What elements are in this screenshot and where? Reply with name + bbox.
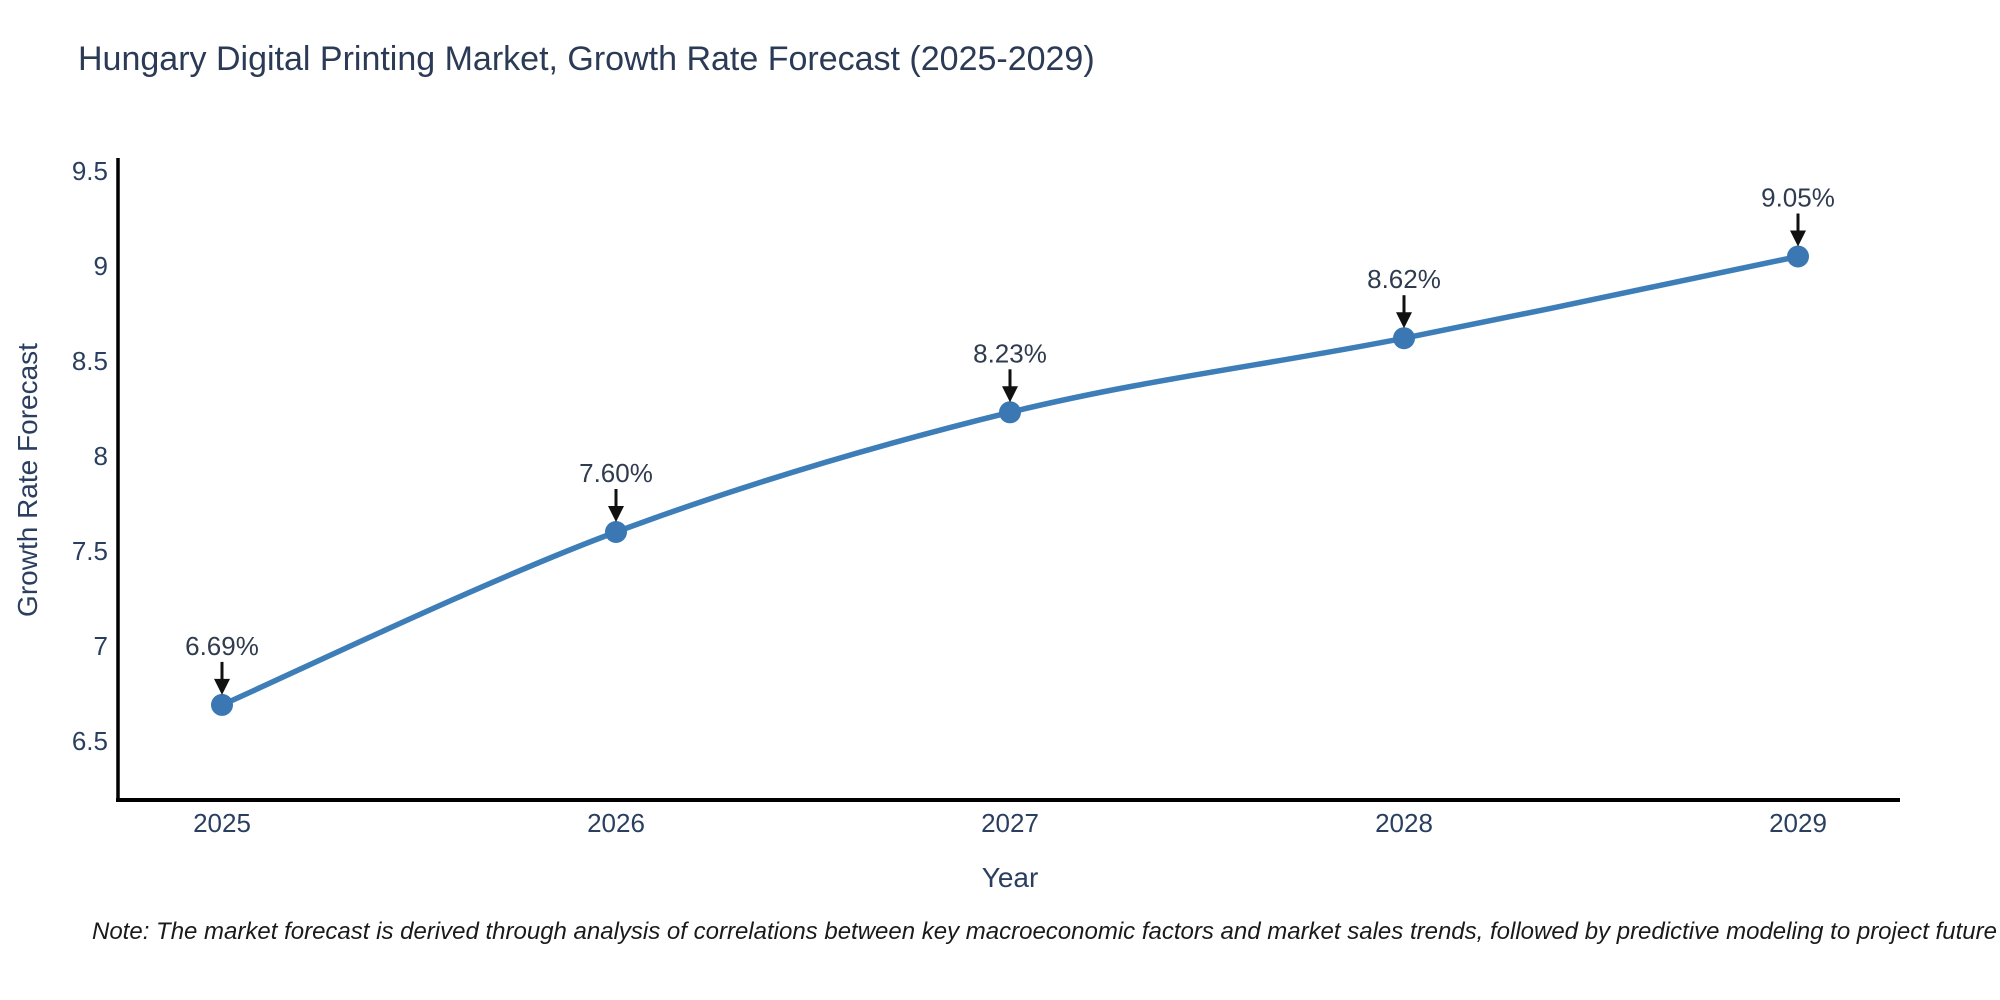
annotation-arrowhead-icon <box>214 678 230 695</box>
annotation-arrowhead-icon <box>608 506 624 522</box>
data-point-marker <box>999 401 1021 424</box>
data-point-marker <box>605 521 627 543</box>
data-point-annotation: 8.23% <box>973 338 1047 368</box>
annotation-arrowhead-icon <box>1396 312 1412 329</box>
data-point-marker <box>211 693 233 716</box>
series-line <box>219 253 1801 708</box>
y-tick-label: 6.5 <box>72 726 108 756</box>
x-tick-label: 2029 <box>1769 808 1827 838</box>
y-axis-title: Growth Rate Forecast <box>12 343 43 617</box>
data-point-annotation: 6.69% <box>185 631 259 661</box>
chart-footnote: Note: The market forecast is derived thr… <box>92 918 2000 945</box>
data-point-annotation: 8.62% <box>1367 264 1441 294</box>
y-tick-label: 8 <box>94 441 108 471</box>
annotation-arrowhead-icon <box>1790 230 1806 247</box>
data-point-marker <box>1393 327 1415 350</box>
x-tick-label: 2027 <box>981 808 1039 838</box>
y-tick-label: 9 <box>94 251 108 281</box>
y-tick-label: 9.5 <box>72 156 108 186</box>
data-point-annotation: 9.05% <box>1761 183 1835 213</box>
x-tick-label: 2026 <box>587 808 645 838</box>
y-tick-label: 7 <box>94 631 108 661</box>
chart-title: Hungary Digital Printing Market, Growth … <box>78 40 1095 78</box>
x-tick-label: 2028 <box>1375 808 1433 838</box>
annotation-arrowhead-icon <box>1002 386 1018 403</box>
data-point-annotation: 7.60% <box>579 458 653 488</box>
data-point-marker <box>1787 245 1809 268</box>
x-tick-label: 2025 <box>193 808 251 838</box>
y-tick-label: 8.5 <box>72 346 108 376</box>
x-axis-title: Year <box>981 862 1039 893</box>
y-tick-label: 7.5 <box>72 536 108 566</box>
